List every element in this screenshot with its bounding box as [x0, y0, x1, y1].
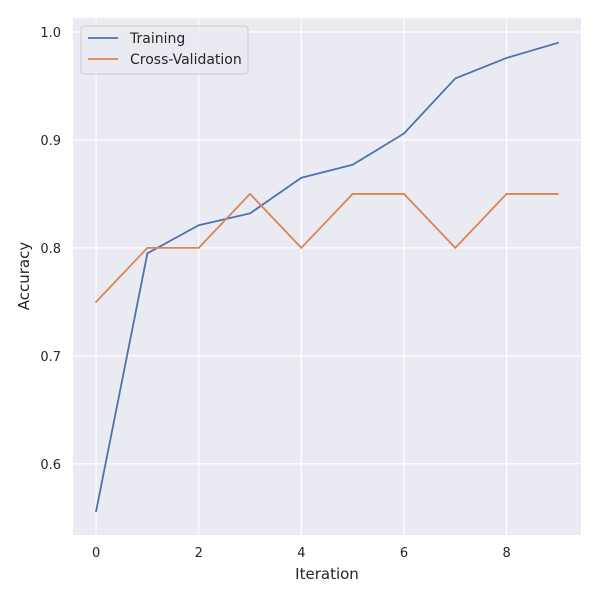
training-point [249, 212, 251, 215]
x-axis-label: Iteration [295, 565, 359, 583]
cross-validation-point [300, 247, 303, 249]
y-tick-label: 0.9 [40, 134, 61, 149]
training-point [300, 176, 303, 179]
y-axis-ticks: 0.6 0.7 0.8 0.9 1.0 [40, 26, 61, 473]
training-series-line [95, 41, 559, 513]
training-legend-label: Training [129, 31, 185, 47]
x-tick-label: 2 [195, 546, 203, 561]
x-tick-label: 0 [92, 546, 100, 561]
training-point [557, 42, 559, 44]
y-tick-label: 0.7 [40, 350, 61, 365]
cross-validation-point [505, 193, 508, 195]
training-point [351, 163, 354, 166]
cross-validation-point [249, 193, 251, 195]
training-point [95, 510, 97, 513]
training-point [403, 132, 405, 135]
legend: Training Cross-Validation [80, 25, 249, 75]
y-tick-label: 0.8 [40, 242, 61, 257]
series-lines [95, 41, 559, 513]
cross-validation-point [403, 193, 405, 195]
grid-lines [73, 18, 581, 535]
x-tick-label: 4 [297, 546, 305, 561]
cross-validation-point [95, 301, 97, 303]
training-point [505, 57, 508, 59]
plot-area [73, 18, 581, 535]
training-point [146, 252, 149, 255]
y-tick-label: 0.6 [40, 458, 61, 473]
legend-box [80, 25, 249, 75]
y-axis-label: Accuracy [15, 242, 33, 311]
cross-validation-point [454, 247, 457, 249]
x-axis-ticks: 0 2 4 6 8 [92, 546, 511, 561]
training-point [197, 224, 200, 227]
cross-validation-series-line [95, 193, 559, 303]
cross-validation-point [146, 247, 149, 249]
x-tick-label: 6 [400, 546, 408, 561]
x-tick-label: 8 [502, 546, 510, 561]
cross-validation-point [197, 247, 200, 249]
cross-validation-point [351, 193, 354, 195]
cross-validation-point [557, 193, 559, 195]
y-tick-label: 1.0 [40, 26, 61, 41]
cross-validation-legend-label: Cross-Validation [130, 52, 242, 68]
training-point [454, 77, 457, 80]
